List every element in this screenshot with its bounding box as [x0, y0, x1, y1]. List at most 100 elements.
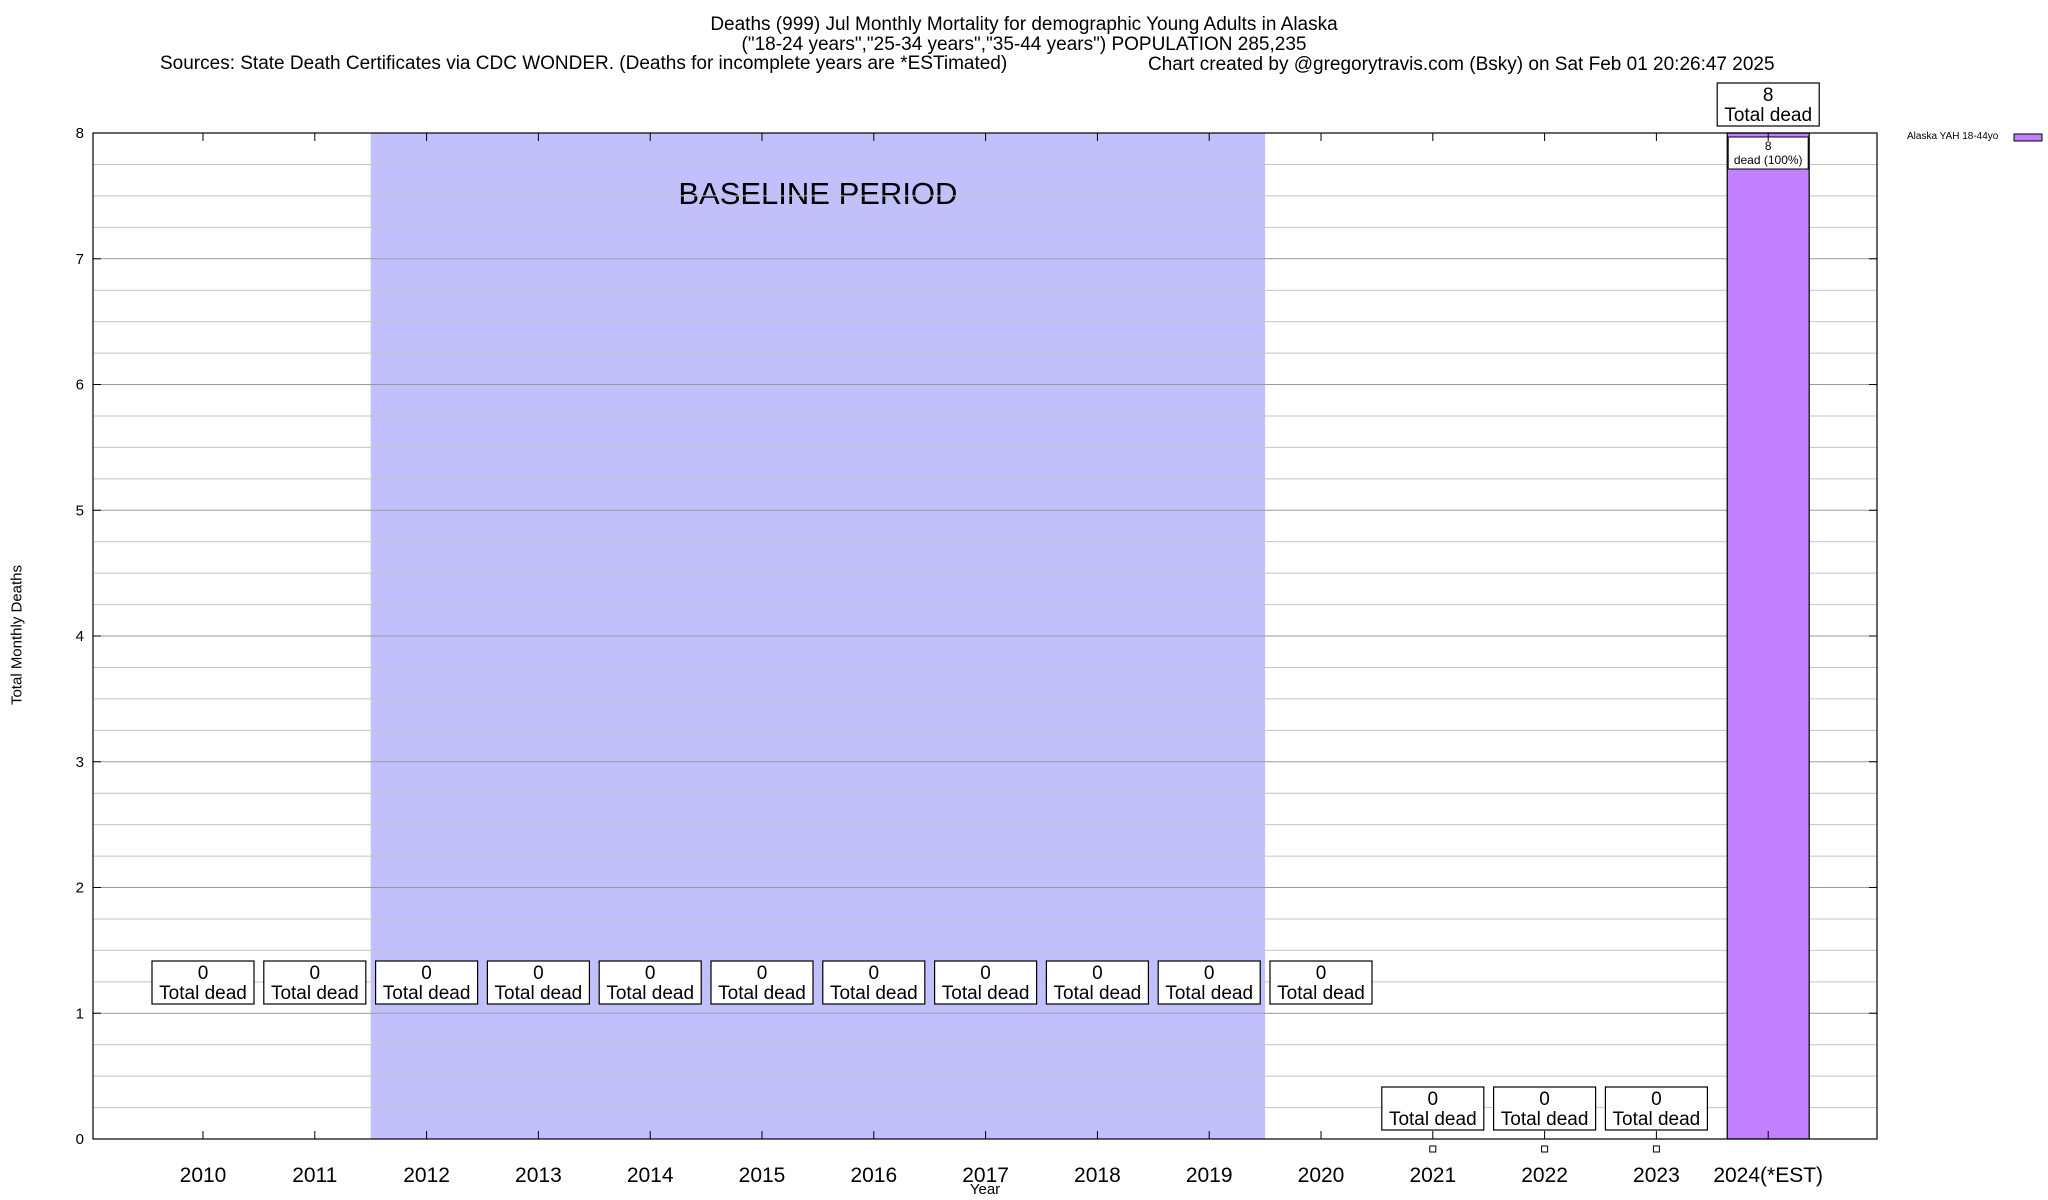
total-label-box	[151, 960, 255, 1005]
x-tick-label: 2014	[627, 1164, 674, 1187]
total-label-value: 0	[1539, 1089, 1550, 1110]
x-tick-label: 2015	[739, 1164, 786, 1187]
x-tick-label: 2013	[515, 1164, 562, 1187]
total-label-box	[263, 960, 367, 1005]
total-label-text: Total dead	[495, 983, 583, 1004]
total-label-value: 0	[421, 963, 432, 984]
total-label-box	[1604, 1086, 1709, 1131]
x-tick-label: 2019	[1186, 1164, 1233, 1187]
total-label-box	[375, 960, 479, 1005]
total-label-text: Total dead	[383, 983, 471, 1004]
segment-label-value: 8	[1765, 139, 1772, 153]
x-tick-label: 2022	[1521, 1164, 1568, 1187]
y-tick-label: 6	[76, 377, 84, 394]
total-label-value: 0	[1316, 963, 1327, 984]
total-label-text: Total dead	[1501, 1109, 1589, 1130]
total-label-text: Total dead	[718, 983, 806, 1004]
total-label-box	[1381, 1086, 1485, 1131]
y-tick-label: 5	[76, 502, 84, 519]
total-label-value: 0	[1651, 1089, 1662, 1110]
zero-point-marker	[1652, 1145, 1660, 1153]
total-label-value: 0	[1428, 1089, 1439, 1110]
total-label-box	[933, 960, 1038, 1005]
total-label-value: 0	[1204, 963, 1215, 984]
y-tick-label: 4	[76, 628, 84, 645]
x-tick-label: 2012	[403, 1164, 450, 1187]
total-label-box	[1492, 1086, 1597, 1131]
total-label-box	[1716, 82, 1820, 127]
chart-credit: Chart created by @gregorytravis.com (Bsk…	[1148, 54, 1775, 75]
x-tick-label: 2023	[1633, 1164, 1680, 1187]
total-label-box	[1157, 960, 1261, 1005]
total-label-text: Total dead	[159, 983, 247, 1004]
x-tick-label: 2021	[1409, 1164, 1456, 1187]
baseline-period-label: BASELINE PERIOD	[678, 176, 957, 211]
total-label-value: 0	[757, 963, 768, 984]
total-label-box	[486, 960, 590, 1005]
x-axis-label: Year	[969, 1181, 1001, 1198]
y-tick-label: 8	[76, 125, 84, 142]
zero-point-marker	[1429, 1145, 1437, 1153]
total-label-text: Total dead	[1165, 983, 1253, 1004]
total-label-box	[598, 960, 702, 1005]
total-label-text: Total dead	[606, 983, 694, 1004]
chart-subtitle: ("18-24 years","25-34 years","35-44 year…	[741, 34, 1307, 55]
x-tick-label: 2010	[180, 1164, 227, 1187]
total-label-text: Total dead	[1054, 983, 1142, 1004]
segment-label-box	[1727, 136, 1809, 170]
total-label-value: 0	[198, 963, 209, 984]
y-tick-label: 7	[76, 251, 84, 268]
x-tick-label: 2024(*EST)	[1713, 1164, 1823, 1187]
total-label-value: 0	[1092, 963, 1103, 984]
segment-label-text: dead (100%)	[1734, 153, 1803, 167]
total-label-text: Total dead	[1277, 983, 1365, 1004]
total-label-value: 0	[869, 963, 880, 984]
total-label-value: 0	[645, 963, 656, 984]
x-tick-label: 2011	[292, 1164, 337, 1187]
y-tick-label: 2	[76, 880, 84, 897]
total-label-value: 0	[533, 963, 544, 984]
legend-label: Alaska YAH 18-44yo	[1907, 131, 1999, 142]
total-label-box	[822, 960, 926, 1005]
y-tick-label: 3	[76, 754, 84, 771]
total-label-text: Total dead	[942, 983, 1030, 1004]
zero-point-marker	[1541, 1145, 1549, 1153]
x-tick-label: 2018	[1074, 1164, 1121, 1187]
total-label-value: 0	[980, 963, 991, 984]
bar	[1726, 132, 1810, 1140]
x-tick-label: 2017	[962, 1164, 1009, 1187]
total-label-text: Total dead	[830, 983, 918, 1004]
legend-swatch	[2013, 133, 2043, 142]
x-tick-label: 2016	[850, 1164, 897, 1187]
x-tick-label: 2020	[1298, 1164, 1345, 1187]
total-label-text: Total dead	[1613, 1109, 1701, 1130]
total-label-value: 0	[310, 963, 321, 984]
total-label-text: Total dead	[1389, 1109, 1477, 1130]
total-label-text: Total dead	[1724, 105, 1812, 126]
total-label-box	[710, 960, 814, 1005]
total-label-text: Total dead	[271, 983, 359, 1004]
total-label-box	[1045, 960, 1150, 1005]
chart-title: Deaths (999) Jul Monthly Mortality for d…	[710, 14, 1338, 35]
chart-sources: Sources: State Death Certificates via CD…	[160, 53, 1008, 74]
y-tick-label: 0	[76, 1131, 84, 1148]
total-label-box	[1269, 960, 1373, 1005]
total-label-value: 8	[1763, 85, 1774, 106]
